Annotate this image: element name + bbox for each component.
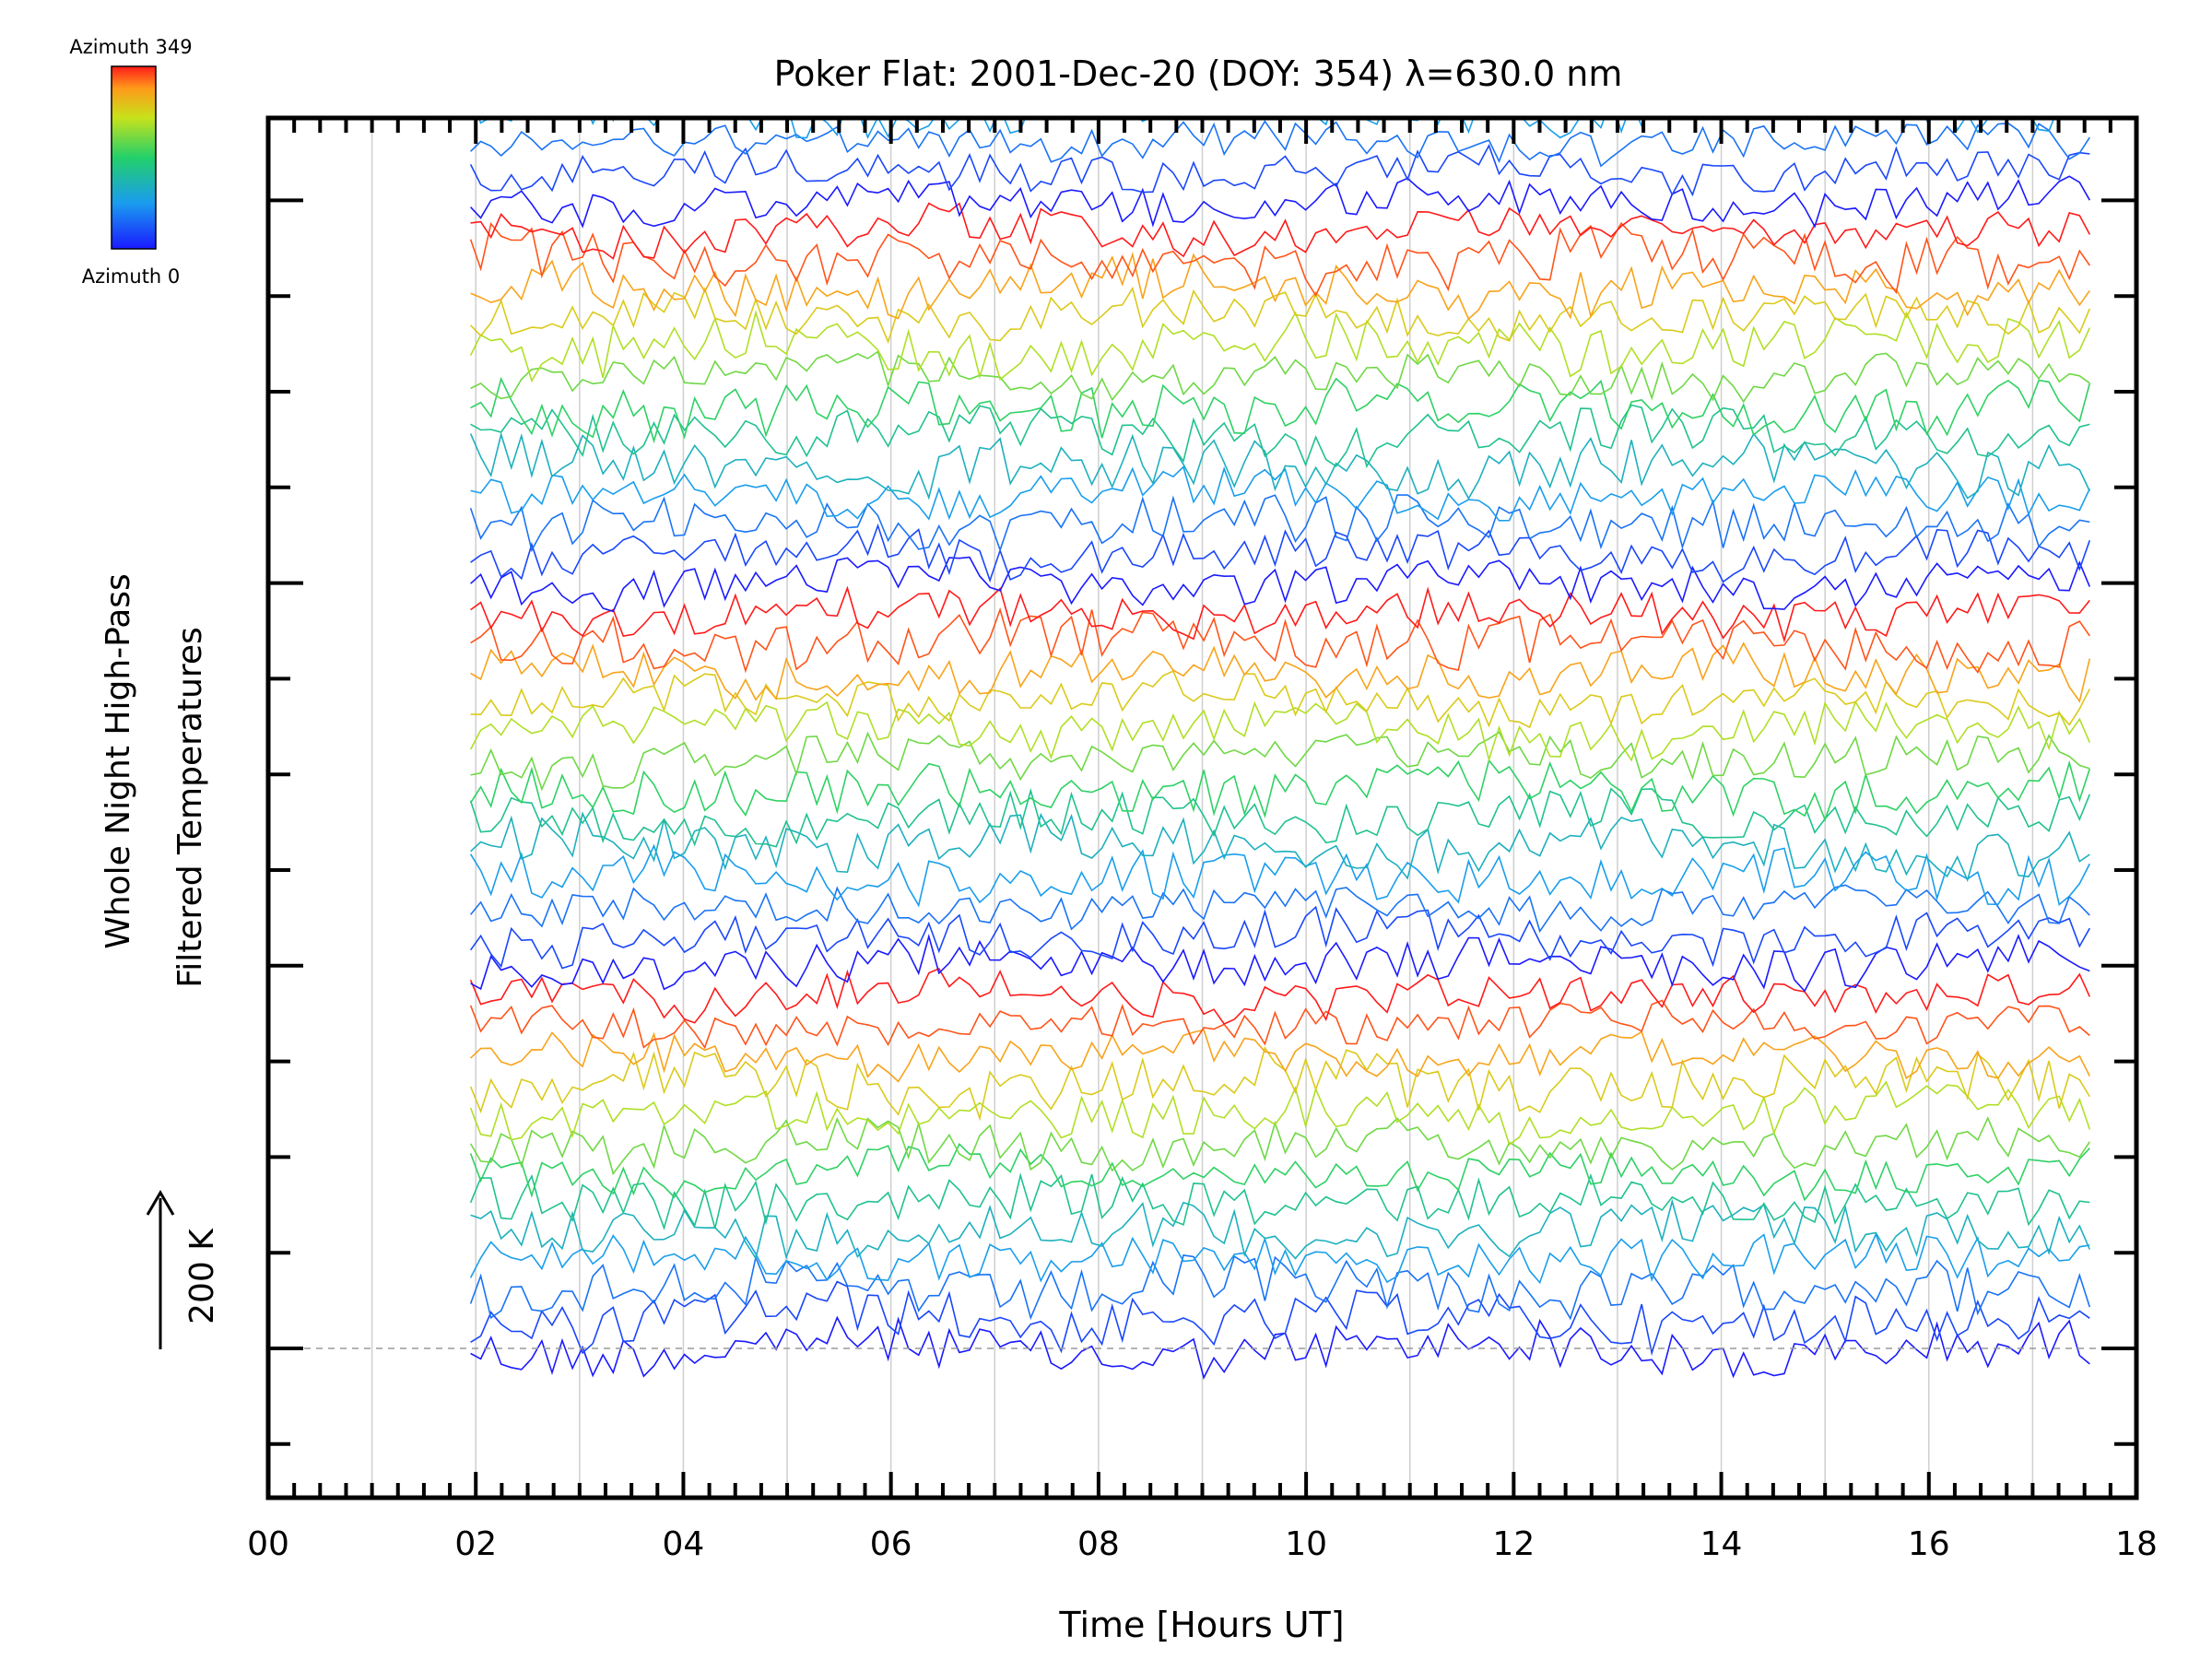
series-line-az-300 (470, 641, 2091, 703)
series-line-az-240 (469, 310, 2091, 382)
colorbar-gradient (111, 65, 157, 250)
series-line-az-90 (470, 465, 2091, 522)
series-line-az-60 (470, 120, 2090, 168)
x-tick-label: 02 (454, 1525, 497, 1563)
series-line-az-30 (470, 1280, 2090, 1357)
colorbar-bottom-label: Azimuth 0 (82, 265, 181, 288)
series-line-az-330 (470, 606, 2090, 674)
y-axis-label: Whole Night High-Pass Filtered Temperatu… (100, 573, 209, 988)
series-line-az-30 (470, 523, 2091, 583)
series-line-az-90 (469, 1232, 2090, 1285)
series-line-az-210 (471, 0, 2090, 21)
series-line-az-210 (469, 1116, 2090, 1176)
series-line-az-330 (469, 221, 2090, 298)
series-line-az-270 (470, 670, 2091, 729)
y-axis-label-line2: Filtered Temperatures (171, 627, 209, 988)
x-tick-label: 18 (2115, 1525, 2158, 1563)
x-tick-label: 06 (870, 1525, 912, 1563)
series-line-az-150 (470, 404, 2090, 468)
series-line-az-60 (469, 494, 2090, 553)
series-lines (469, 0, 2091, 1381)
scale-arrow-head (146, 1190, 175, 1216)
series-line-az-240 (469, 700, 2091, 763)
colorbar-top-label: Azimuth 349 (69, 36, 192, 58)
series-line-az-180 (471, 0, 2090, 53)
series-line-az-30 (469, 144, 2090, 197)
series-line-az-0 (470, 556, 2091, 613)
y-axis-label-line1: Whole Night High-Pass (100, 573, 137, 949)
series-line-az-180 (470, 376, 2091, 444)
series-line-az-210 (470, 350, 2090, 404)
series-line-az-0 (470, 1315, 2090, 1381)
series-line-az-349 (469, 967, 2091, 1026)
x-axis-label: Time [Hours UT] (1058, 1605, 1344, 1645)
x-tick-label: 10 (1285, 1525, 1327, 1563)
series-line-az-120 (470, 1198, 2091, 1261)
series-line-az-0 (470, 175, 2090, 229)
x-tick-label: 16 (1908, 1525, 1950, 1563)
chart-title: Poker Flat: 2001-Dec-20 (DOY: 354) λ=630… (774, 53, 1623, 94)
series-line-az-0 (470, 934, 2090, 993)
series-line-az-330 (469, 999, 2090, 1050)
series-line-az-180 (469, 759, 2091, 822)
series-line-az-120 (469, 431, 2091, 500)
series-line-az-30 (469, 905, 2090, 970)
series-line-az-270 (470, 286, 2091, 345)
scale-indicator: 200 K (146, 1190, 221, 1349)
series-line-az-300 (470, 252, 2090, 321)
x-tick-label: 12 (1492, 1525, 1535, 1563)
x-tick-label: 00 (247, 1525, 289, 1563)
x-tick-label: 04 (663, 1525, 705, 1563)
series-line-az-90 (469, 843, 2091, 908)
colorbar: Azimuth 349 Azimuth 0 (69, 36, 192, 288)
series-line-az-120 (470, 811, 2090, 883)
series-line-az-240 (469, 1080, 2091, 1147)
series-line-az-349 (470, 585, 2090, 643)
axis-ticks (268, 118, 2136, 1498)
x-tick-label: 14 (1700, 1525, 1743, 1563)
series-line-az-210 (470, 731, 2090, 792)
series-line-az-180 (469, 1142, 2090, 1202)
series-line-az-150 (469, 787, 2091, 848)
scale-label: 200 K (183, 1228, 221, 1324)
series-line-az-349 (470, 202, 2091, 260)
x-tick-labels: 00 02 04 06 08 10 12 14 16 18 (247, 1525, 2158, 1563)
series-line-az-300 (470, 1029, 2091, 1083)
series-line-az-150 (469, 1172, 2090, 1230)
grid-lines (371, 118, 2034, 1498)
series-line-az-60 (469, 1254, 2091, 1321)
series-line-az-270 (469, 1046, 2090, 1122)
series-line-az-60 (469, 884, 2090, 934)
x-tick-label: 08 (1077, 1525, 1120, 1563)
